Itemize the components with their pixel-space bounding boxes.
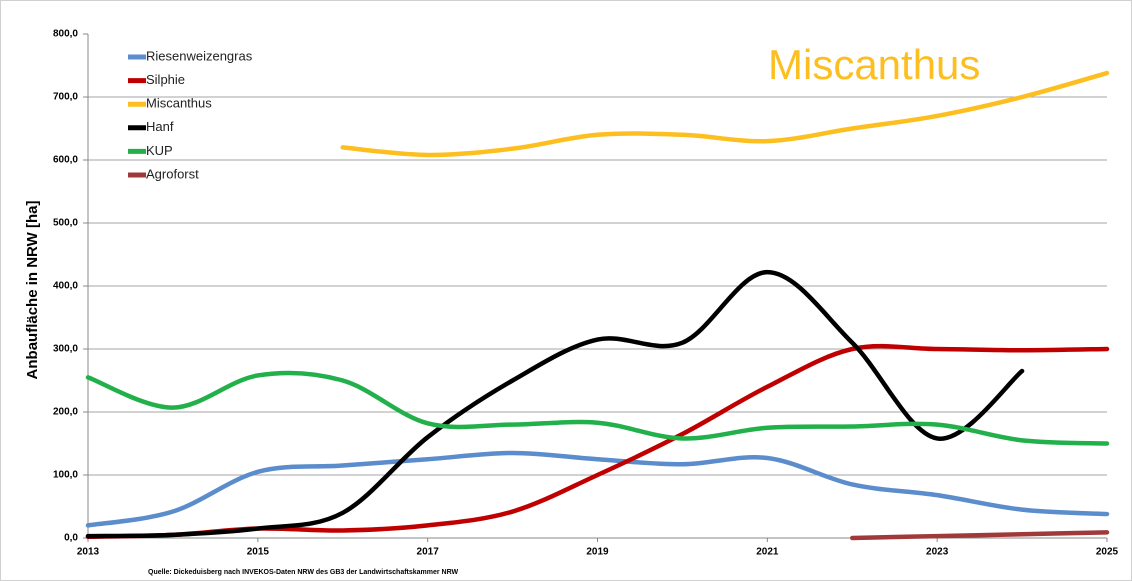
- series-line: [85, 269, 1025, 539]
- y-tick-label: 800,0: [53, 29, 78, 40]
- y-tick-label: 200,0: [53, 407, 78, 418]
- legend-label: Miscanthus: [146, 96, 212, 111]
- x-tick-label: 2017: [417, 547, 440, 558]
- y-tick-label: 100,0: [53, 470, 78, 481]
- legend-label: KUP: [146, 143, 173, 158]
- legend-label: Silphie: [146, 72, 185, 87]
- y-tick-label: 700,0: [53, 92, 78, 103]
- annotation: Miscanthus: [768, 41, 980, 88]
- series-line: [850, 530, 1110, 541]
- series-line: [85, 370, 1110, 446]
- y-tick-label: 300,0: [53, 344, 78, 355]
- x-tick-label: 2023: [926, 547, 949, 558]
- x-tick-label: 2025: [1096, 547, 1119, 558]
- series-line: [340, 70, 1110, 158]
- x-tick-label: 2015: [247, 547, 270, 558]
- y-tick-label: 500,0: [53, 218, 78, 229]
- y-tick-label: 400,0: [53, 281, 78, 292]
- y-tick-label: 600,0: [53, 155, 78, 166]
- x-tick-label: 2019: [586, 547, 609, 558]
- source-note: Quelle: Dickeduisberg nach INVEKOS-Daten…: [148, 569, 459, 576]
- legend-label: Agroforst: [146, 166, 199, 181]
- legend-label: Hanf: [146, 119, 174, 134]
- series-line: [85, 450, 1110, 528]
- y-tick-label: 0,0: [64, 533, 78, 544]
- x-tick-label: 2021: [756, 547, 779, 558]
- y-axis-label: Anbaufläche in NRW [ha]: [24, 201, 41, 380]
- x-tick-label: 2013: [77, 547, 100, 558]
- legend-label: Riesenweizengras: [146, 48, 253, 63]
